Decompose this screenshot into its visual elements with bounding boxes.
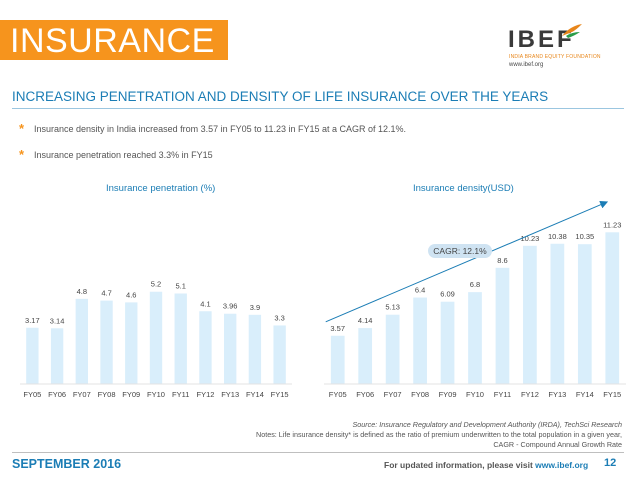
footer-info-text: For updated information, please visit bbox=[384, 460, 536, 470]
data-label: 6.8 bbox=[470, 280, 480, 289]
x-tick-label: FY14 bbox=[576, 390, 594, 399]
data-label: 3.96 bbox=[223, 302, 238, 311]
bar-fy15 bbox=[273, 325, 286, 384]
data-label: 10.23 bbox=[521, 234, 540, 243]
x-tick-label: FY05 bbox=[23, 390, 41, 399]
bar-fy14 bbox=[577, 244, 592, 384]
bird-icon bbox=[562, 24, 582, 38]
logo-tagline: INDIA BRAND EQUITY FOUNDATION bbox=[509, 54, 601, 60]
footer-info: For updated information, please visit ww… bbox=[384, 460, 588, 470]
x-tick-label: FY06 bbox=[48, 390, 66, 399]
bar-fy11 bbox=[174, 293, 187, 384]
x-tick-label: FY07 bbox=[73, 390, 91, 399]
ibef-logo[interactable]: IBEF INDIA BRAND EQUITY FOUNDATION www.i… bbox=[508, 20, 626, 74]
x-tick-label: FY12 bbox=[196, 390, 214, 399]
x-tick-label: FY09 bbox=[439, 390, 457, 399]
x-tick-label: FY10 bbox=[147, 390, 165, 399]
bar-fy15 bbox=[605, 232, 620, 384]
bar-fy10 bbox=[149, 291, 163, 384]
x-tick-label: FY10 bbox=[466, 390, 484, 399]
data-label: 6.4 bbox=[415, 286, 425, 295]
x-tick-label: FY13 bbox=[221, 390, 239, 399]
data-label: 3.9 bbox=[250, 303, 260, 312]
bullet-text: Insurance penetration reached 3.3% in FY… bbox=[34, 150, 213, 160]
data-label: 10.38 bbox=[548, 232, 567, 241]
definition-text: Notes: Life insurance density* is define… bbox=[256, 430, 622, 439]
x-tick-label: FY11 bbox=[172, 390, 189, 399]
section-subtitle: INCREASING PENETRATION AND DENSITY OF LI… bbox=[12, 89, 549, 104]
source-text: Source: Insurance Regulatory and Develop… bbox=[352, 420, 622, 429]
x-tick-label: FY14 bbox=[246, 390, 264, 399]
source-notes: Source: Insurance Regulatory and Develop… bbox=[256, 420, 622, 450]
penetration-bar-chart: 3.17 FY05 3.14 FY06 4.8 FY07 4.7 FY08 4.6 FY09 5.2… bbox=[20, 280, 292, 399]
subtitle-divider bbox=[12, 108, 624, 109]
logo-name: IBEF bbox=[508, 26, 575, 53]
x-tick-label: FY13 bbox=[548, 390, 566, 399]
data-label: 3.3 bbox=[274, 313, 284, 322]
bar-fy09 bbox=[125, 302, 138, 384]
cagr-annotation-text: CAGR: 12.1% bbox=[433, 246, 487, 256]
data-label: 4.14 bbox=[358, 316, 373, 325]
star-bullet-icon: * bbox=[19, 147, 25, 162]
x-tick-label: FY05 bbox=[329, 390, 347, 399]
data-label: 5.1 bbox=[176, 282, 186, 291]
bullet-text: Insurance density in India increased fro… bbox=[34, 124, 407, 134]
bar-fy09 bbox=[440, 301, 455, 384]
x-tick-label: FY08 bbox=[98, 390, 116, 399]
cagr-definition-text: CAGR - Compound Annual Growth Rate bbox=[493, 440, 622, 449]
data-label: 5.2 bbox=[151, 280, 161, 289]
x-tick-label: FY07 bbox=[384, 390, 402, 399]
title-bar: INSURANCE bbox=[0, 20, 228, 60]
bar-fy07 bbox=[75, 298, 88, 384]
bar-fy08 bbox=[100, 300, 113, 384]
star-bullet-icon: * bbox=[19, 121, 25, 136]
data-label: 4.7 bbox=[101, 289, 111, 298]
bar-fy14 bbox=[248, 314, 262, 384]
data-label: 6.09 bbox=[440, 290, 455, 299]
chart-title-density: Insurance density(USD) bbox=[413, 183, 514, 194]
x-tick-label: FY12 bbox=[521, 390, 539, 399]
bar-fy07 bbox=[385, 314, 400, 384]
data-label: 8.6 bbox=[497, 256, 507, 265]
data-label: 3.14 bbox=[50, 316, 65, 325]
density-bar-chart: 3.57 FY05 4.14 FY06 5.13 FY07 6.4 FY08 6.09 FY09 6… bbox=[324, 200, 626, 399]
bar-fy11 bbox=[495, 267, 510, 384]
chart-title-penetration: Insurance penetration (%) bbox=[106, 183, 216, 194]
page-title: INSURANCE bbox=[10, 22, 215, 60]
data-label: 4.8 bbox=[77, 287, 87, 296]
bar-fy10 bbox=[468, 292, 482, 384]
data-label: 5.13 bbox=[385, 303, 400, 312]
x-tick-label: FY11 bbox=[494, 390, 511, 399]
logo-url[interactable]: www.ibef.org bbox=[509, 62, 544, 68]
data-label: 4.6 bbox=[126, 290, 136, 299]
page-number: 12 bbox=[604, 457, 617, 469]
bar-fy06 bbox=[50, 328, 64, 384]
footer-link[interactable]: www.ibef.org bbox=[535, 460, 589, 470]
x-tick-label: FY15 bbox=[271, 390, 289, 399]
x-tick-label: FY15 bbox=[603, 390, 621, 399]
bullet-item: * Insurance penetration reached 3.3% in … bbox=[19, 147, 213, 162]
bar-fy13 bbox=[224, 313, 237, 384]
x-tick-label: FY08 bbox=[411, 390, 429, 399]
cagr-annotation: CAGR: 12.1% bbox=[428, 244, 492, 258]
header: INSURANCE IBEF INDIA BRAND EQUITY FOUNDA… bbox=[0, 0, 638, 78]
data-label: 11.23 bbox=[603, 220, 621, 229]
data-label: 4.1 bbox=[200, 299, 210, 308]
bar-fy05 bbox=[330, 335, 345, 384]
bar-fy13 bbox=[550, 243, 565, 384]
bullet-item: * Insurance density in India increased f… bbox=[19, 121, 407, 136]
data-label: 3.57 bbox=[330, 324, 345, 333]
data-label: 10.35 bbox=[575, 232, 594, 241]
bar-fy06 bbox=[358, 328, 373, 384]
footer-divider bbox=[12, 452, 624, 453]
x-tick-label: FY09 bbox=[122, 390, 140, 399]
bar-fy12 bbox=[199, 311, 212, 384]
bar-fy05 bbox=[26, 327, 39, 384]
data-label: 3.17 bbox=[25, 316, 40, 325]
cagr-trend-arrow bbox=[325, 200, 609, 323]
footer-date: SEPTEMBER 2016 bbox=[12, 457, 122, 471]
x-tick-label: FY06 bbox=[356, 390, 374, 399]
bar-fy08 bbox=[413, 297, 427, 384]
bar-fy12 bbox=[523, 245, 537, 384]
